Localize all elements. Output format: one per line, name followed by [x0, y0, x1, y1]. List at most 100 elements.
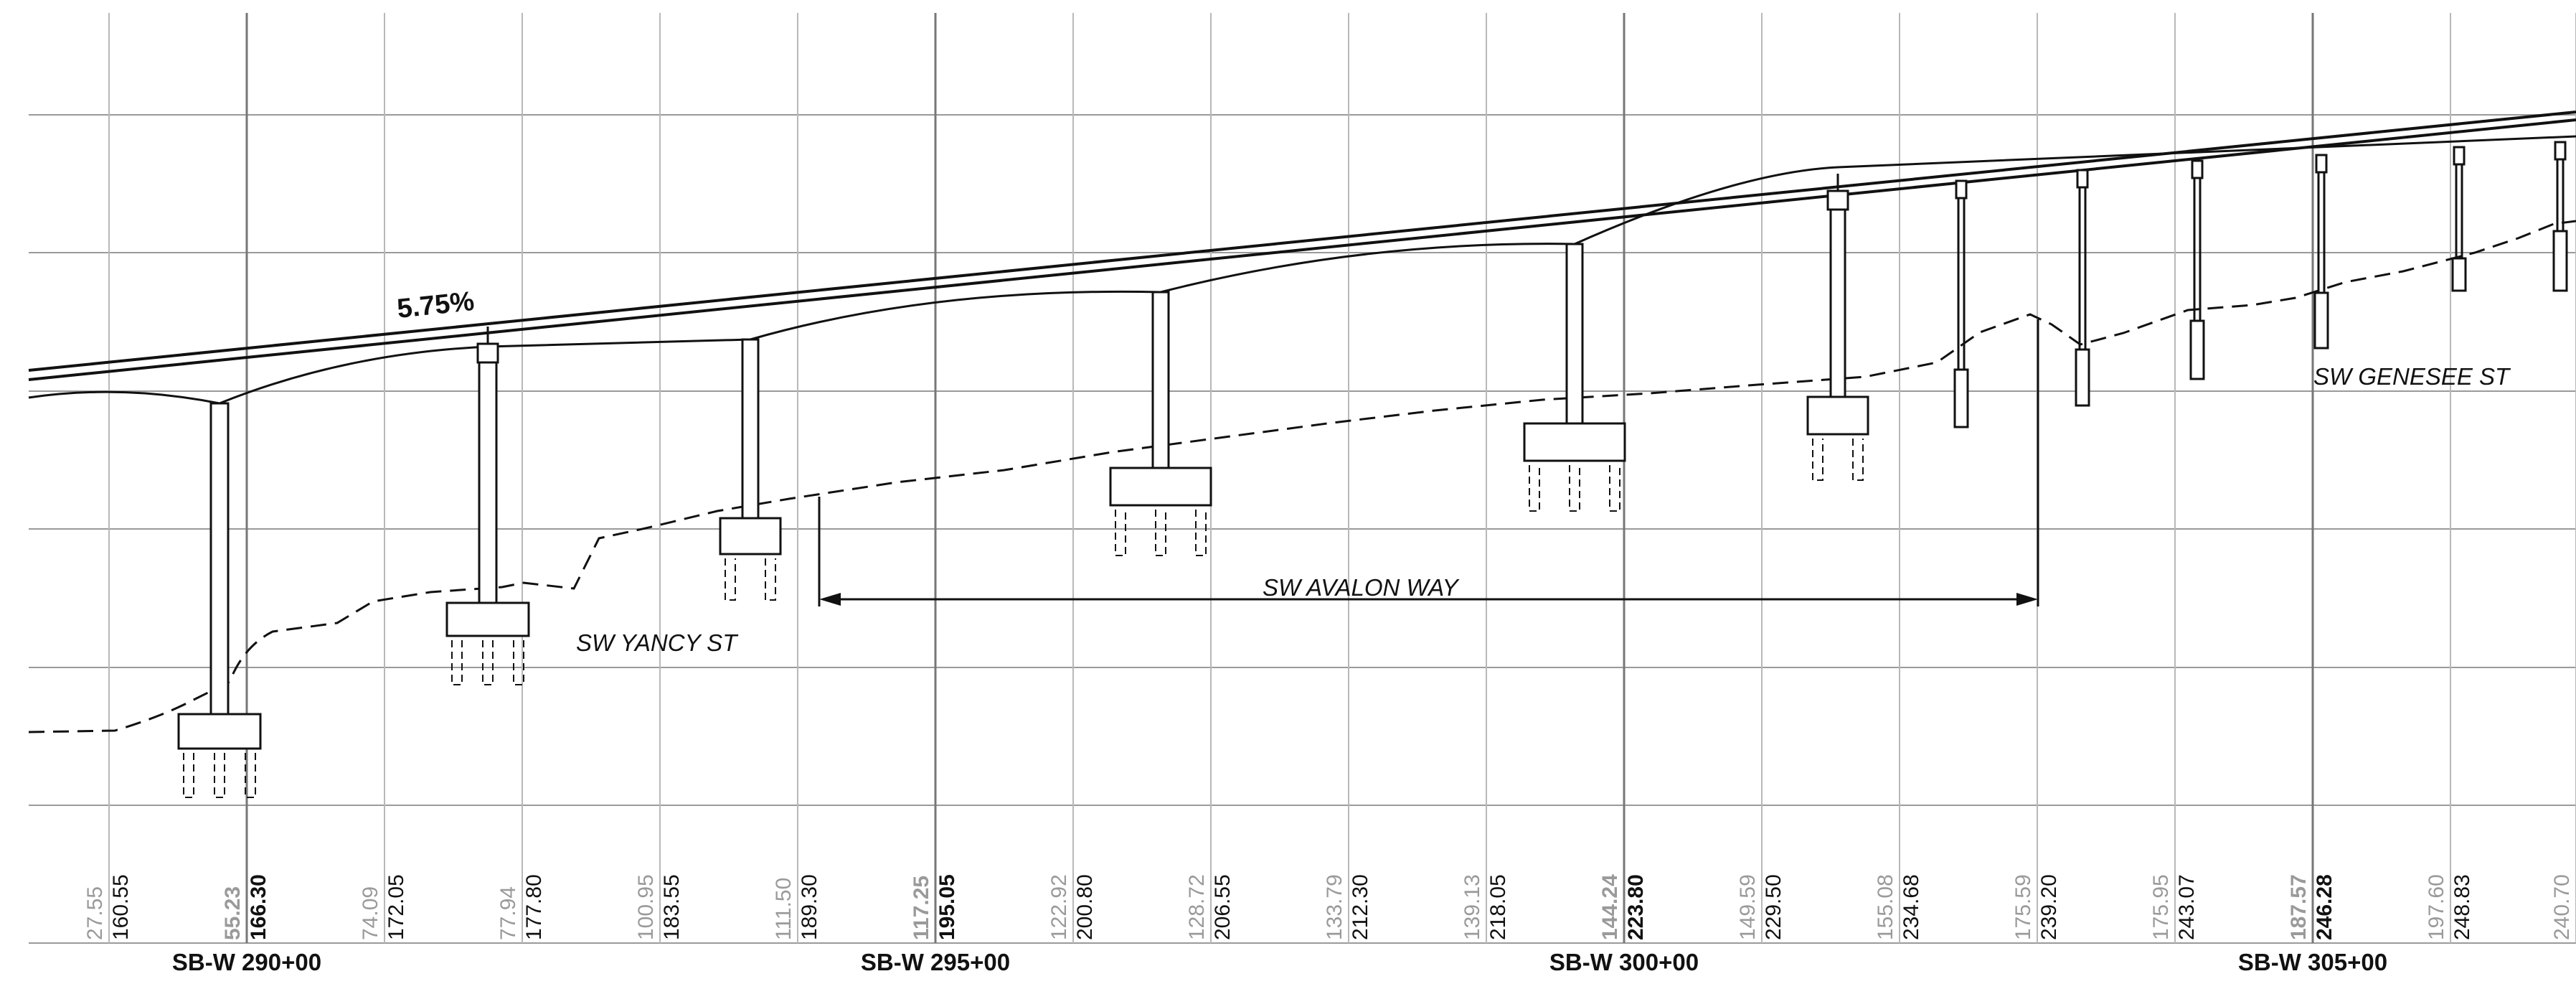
column-base [1953, 368, 1969, 428]
elevation-labels: 27.55 160.55 55.23 166.30 74.09 172.05 77.94 17… [83, 874, 2574, 940]
pier-footing [1523, 422, 1626, 462]
avalon-way-dimension [818, 319, 2039, 606]
pier-cap [476, 342, 499, 364]
profile-elevation-label: 172.05 [384, 874, 408, 940]
pier-column [209, 402, 230, 716]
pier-6 [1806, 174, 1869, 481]
ground-elevation-label: 175.95 [2149, 874, 2173, 940]
profile-elevation-label: 177.80 [522, 874, 546, 940]
grade-label: 5.75% [396, 286, 476, 324]
pile [513, 640, 524, 685]
pier-column [1565, 243, 1584, 425]
piers [177, 141, 2568, 798]
existing-ground-line [28, 220, 2576, 733]
profile-elevation-label: 234.68 [1900, 874, 1923, 940]
profile-elevation-label: 189.30 [798, 874, 821, 940]
column-base [2451, 257, 2467, 292]
column-cap [2554, 141, 2567, 161]
profile-elevation-label: 246.28 [2313, 874, 2336, 940]
column-base [2075, 348, 2090, 407]
pile [1609, 465, 1620, 512]
pier-footing [445, 601, 530, 637]
pier-column [478, 361, 498, 604]
ground-elevation-label: 139.13 [1461, 874, 1484, 940]
station-label-305: SB-W 305+00 [2238, 949, 2387, 975]
pier-3 [719, 338, 782, 601]
ground-elevation-label: 133.79 [1323, 874, 1346, 940]
column-cap [2076, 169, 2089, 189]
pile [725, 558, 736, 601]
ground-elevation-label: 27.55 [83, 886, 107, 940]
column-5 [2451, 146, 2467, 292]
ground-elevation-label: 77.94 [496, 886, 520, 940]
ground-elevation-label: 197.60 [2425, 874, 2448, 940]
pier-footing [719, 517, 782, 556]
pier-footing [1109, 467, 1212, 507]
ground-elevation-label: 149.59 [1736, 874, 1760, 940]
pile [482, 640, 494, 685]
profile-elevation-label: 183.55 [660, 874, 684, 940]
pier-footing [1806, 395, 1869, 436]
ground-elevation-label: 128.72 [1185, 874, 1209, 940]
pier-cap [1826, 189, 1849, 211]
column-base [2313, 291, 2329, 350]
column-6 [2552, 141, 2568, 292]
profile-elevation-label: 248.83 [2450, 874, 2474, 940]
ground-elevation-label: 175.59 [2011, 874, 2035, 940]
profile-elevation-label: 206.55 [1211, 874, 1235, 940]
column-4 [2313, 154, 2329, 350]
ground-elevation-label: 122.92 [1047, 874, 1071, 940]
pier-1 [177, 402, 262, 798]
profile-elevation-label: 239.20 [2037, 874, 2061, 940]
pile [765, 558, 776, 601]
profile-elevation-label: 212.30 [1349, 874, 1372, 940]
pier-4 [1109, 291, 1212, 556]
pile [1155, 510, 1166, 556]
column-base [2189, 319, 2205, 380]
profile-elevation-label: 200.80 [1073, 874, 1097, 940]
column-2 [2075, 169, 2090, 407]
ground-elevation-label: 117.25 [910, 876, 933, 940]
street-label-sw-genesee-st: SW GENESEE ST [2313, 363, 2511, 390]
pile [451, 640, 463, 685]
street-label-sw-yancy-st: SW YANCY ST [576, 629, 739, 656]
ground-elevation-label: 187.57 [2287, 874, 2311, 940]
ground-elevation-label: 100.95 [634, 874, 658, 940]
ground-elevation-label: 55.23 [221, 886, 245, 940]
pile [1852, 439, 1864, 481]
column-cap [2453, 146, 2466, 166]
pile [1115, 510, 1126, 556]
pier-2 [445, 327, 530, 685]
profile-elevation-label: 223.80 [1624, 874, 1648, 940]
column-cap [2191, 159, 2204, 179]
pile [214, 753, 225, 798]
profile-elevation-label: 229.50 [1762, 874, 1785, 940]
column-3 [2189, 159, 2205, 380]
ground-elevation-label: 74.09 [359, 886, 382, 940]
pier-column [1829, 208, 1846, 398]
station-label-290: SB-W 290+00 [172, 949, 321, 975]
pier-column [1151, 291, 1170, 469]
pier-column [741, 338, 760, 520]
station-label-295: SB-W 295+00 [861, 949, 1010, 975]
profile-elevation-label: 160.55 [109, 874, 133, 940]
pile [1569, 465, 1580, 512]
station-label-300: SB-W 300+00 [1549, 949, 1699, 975]
pile [1812, 439, 1824, 481]
profile-elevation-label: 195.05 [935, 874, 959, 940]
pile [1529, 465, 1540, 512]
column-1 [1953, 179, 1969, 428]
ground-elevation-label: 144.24 [1598, 874, 1622, 940]
column-cap [2315, 154, 2328, 174]
pile [245, 753, 256, 798]
ground-elevation-label: 111.50 [772, 878, 796, 940]
profile-elevation-label: 243.07 [2175, 874, 2199, 940]
ground-elevation-label: 155.08 [1874, 874, 1897, 940]
pile [183, 753, 194, 798]
ground-elevation-label: 240.70 [2550, 874, 2574, 940]
column-cap [1955, 179, 1968, 200]
pier-footing [177, 713, 262, 750]
profile-elevation-label: 166.30 [247, 874, 270, 940]
